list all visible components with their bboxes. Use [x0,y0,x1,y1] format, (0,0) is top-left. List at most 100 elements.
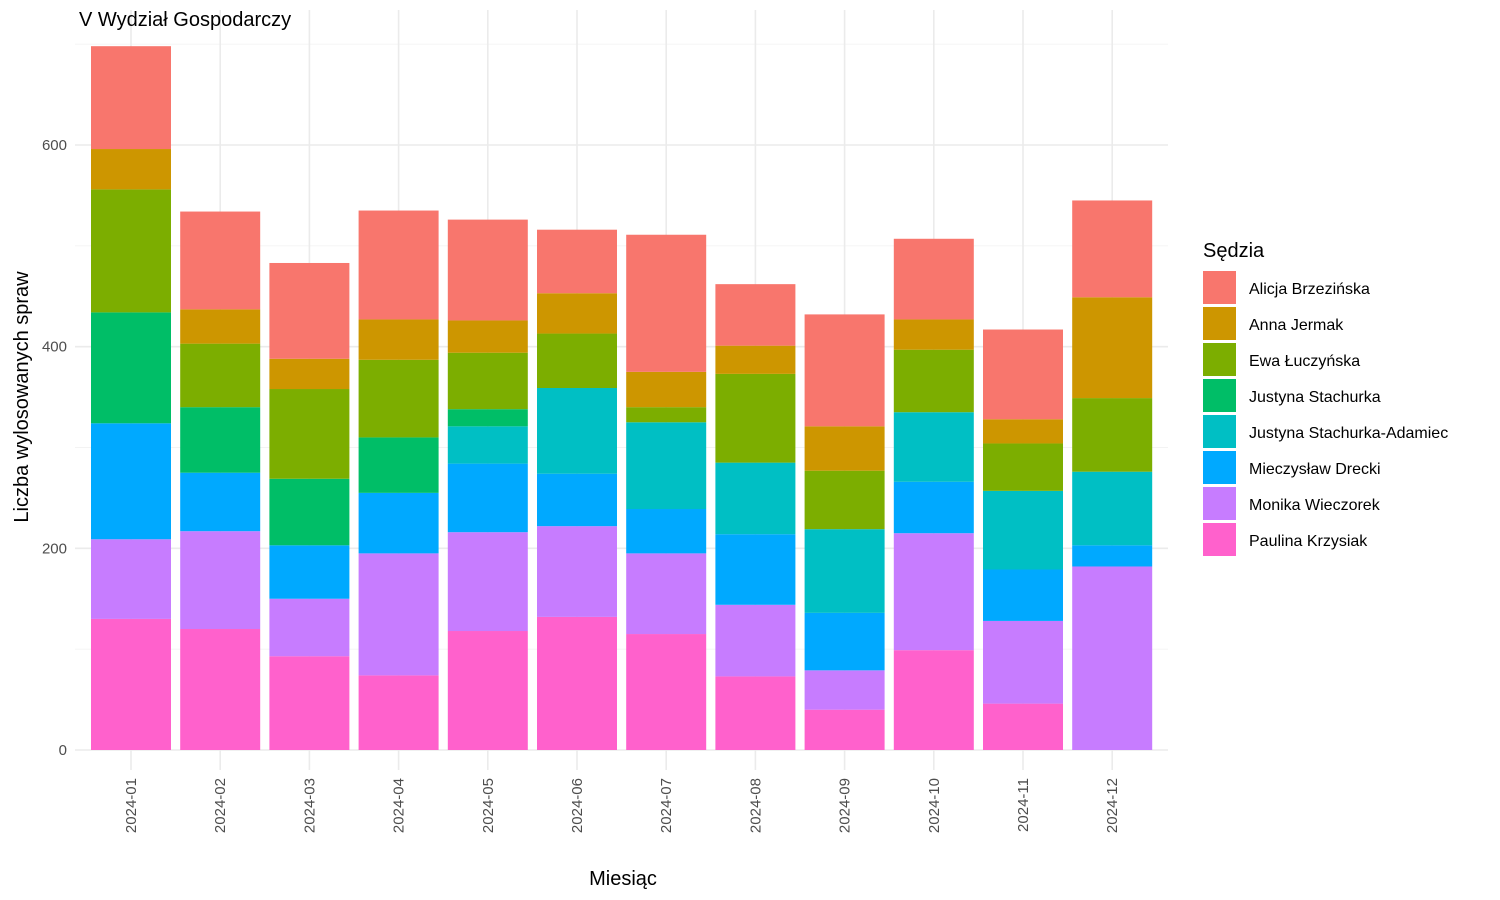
bar-segment [91,46,171,150]
bar-segment [91,149,171,190]
chart-title: V Wydział Gospodarczy [79,9,291,31]
y-tick-label: 400 [42,339,67,356]
bar-segment [983,703,1063,750]
bar-segment [358,319,439,360]
bar-segment [893,481,974,534]
bar-segment [269,598,350,657]
bar-segment [1072,200,1153,298]
bar-segment [537,333,617,389]
x-tick-label: 2024-02 [212,778,229,833]
bar-segment [269,389,350,479]
bar-segment [1072,398,1153,472]
bar-segment [447,631,528,750]
bar-segment [715,604,796,677]
y-tick-label: 0 [59,742,67,759]
legend-title: Sędzia [1203,240,1265,262]
legend-label: Justyna Stachurka [1249,389,1381,406]
legend-label: Ewa Łuczyńska [1249,353,1360,370]
legend-key [1203,343,1236,376]
bar-segment [893,533,974,651]
bar-segment [715,462,796,535]
y-tick-label: 200 [42,540,67,557]
bar-segment [804,529,885,613]
bar-segment [626,553,707,635]
x-tick-label: 2024-03 [301,778,318,833]
bar-segment [537,229,617,294]
bar-segment [537,616,617,750]
legend-label: Monika Wieczorek [1249,497,1381,514]
bar-segment [537,473,617,527]
bar-segment [804,612,885,671]
bars [91,46,1153,750]
bar-segment [358,675,439,750]
bar-segment [180,472,261,532]
legend-label: Alicja Brzezińska [1249,281,1370,298]
legend-label: Justyna Stachurka-Adamiec [1249,425,1448,442]
bar-segment [1072,566,1153,750]
bar-segment [91,423,171,540]
x-tick-label: 2024-04 [391,778,408,833]
bar-segment [91,189,171,313]
bar-segment [447,352,528,410]
bar-segment [715,373,796,463]
bar-segment [626,422,707,510]
bar-segment [804,470,885,530]
bar-segment [358,437,439,493]
x-tick-label: 2024-09 [837,778,854,833]
bar-segment [893,349,974,413]
bar-segment [447,532,528,632]
bar-segment [893,412,974,482]
legend-label: Mieczysław Drecki [1249,461,1381,478]
legend-key [1203,271,1236,304]
legend-key [1203,487,1236,520]
legend-label: Paulina Krzysiak [1249,533,1368,550]
bar-segment [983,329,1063,420]
bar-segment [447,463,528,533]
bar-segment [626,509,707,554]
bar-segment [180,343,261,408]
x-tick-label: 2024-05 [480,778,497,833]
bar-segment [269,656,350,750]
y-tick-label: 600 [42,137,67,154]
bar-segment [269,262,350,359]
bar-segment [537,526,617,617]
bar-segment [358,492,439,554]
bar-segment [358,210,439,320]
bar-segment [983,569,1063,621]
y-axis-title: Liczba wylosowanych spraw [11,271,33,523]
bar-segment [1072,471,1153,546]
bar-segment [715,534,796,605]
x-tick-label: 2024-07 [658,778,675,833]
x-axis-title: Miesiąc [589,868,657,890]
legend-key [1203,415,1236,448]
legend: Sędzia Alicja Brzezińska Anna Jermak Ewa Ł… [1203,240,1448,556]
bar-segment [1072,545,1153,567]
legend-key [1203,307,1236,340]
bar-segment [358,553,439,676]
legend-label: Anna Jermak [1249,317,1344,334]
bar-segment [715,284,796,346]
y-axis-ticks: 0 200 400 600 [42,137,67,759]
x-tick-label: 2024-10 [926,778,943,833]
bar-segment [537,388,617,474]
bar-segment [804,709,885,750]
bar-segment [1072,297,1153,399]
bar-segment [804,314,885,427]
bar-segment [91,539,171,619]
bar-segment [447,320,528,353]
x-tick-label: 2024-11 [1015,778,1032,832]
bar-segment [626,234,707,372]
bar-segment [715,676,796,750]
bar-segment [269,358,350,390]
x-tick-label: 2024-12 [1104,778,1121,833]
bar-segment [180,407,261,473]
legend-key [1203,451,1236,484]
bar-segment [983,419,1063,444]
bar-segment [537,293,617,334]
legend-key [1203,523,1236,556]
bar-segment [180,531,261,629]
bar-segment [893,238,974,320]
bar-segment [626,634,707,750]
bar-segment [447,409,528,427]
